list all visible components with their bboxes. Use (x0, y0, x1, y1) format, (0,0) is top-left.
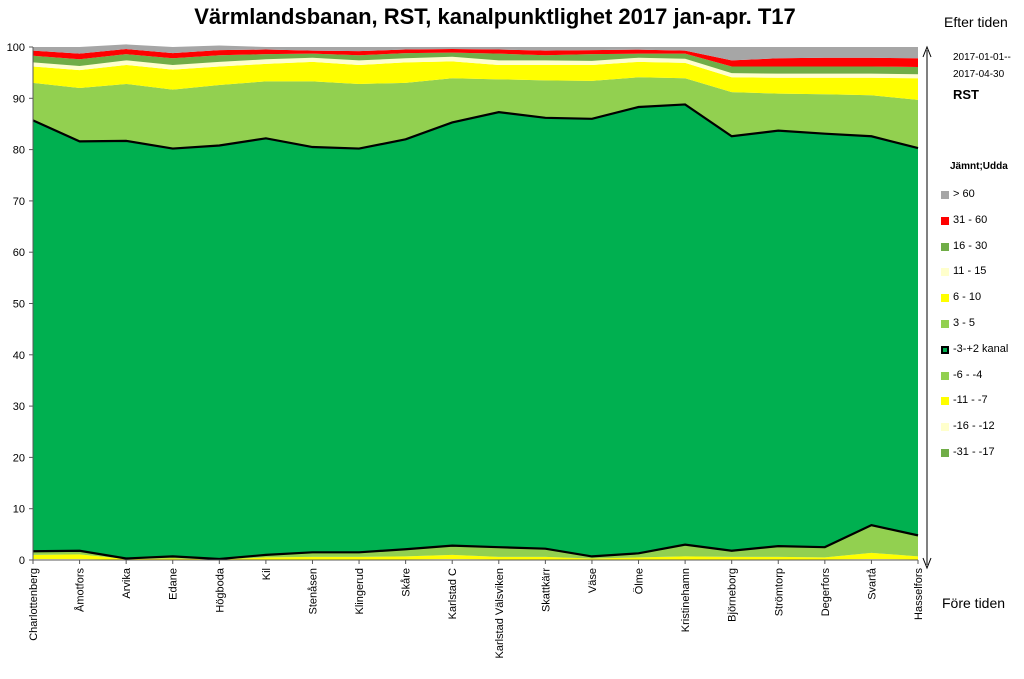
legend-swatch (941, 319, 949, 328)
x-tick-label: Björneborg (727, 568, 739, 622)
legend-swatch (941, 216, 949, 225)
legend-item: -3-+2 kanal (940, 339, 1024, 365)
area-series (33, 44, 918, 61)
area-series (33, 49, 918, 68)
legend-item: > 60 (940, 184, 1024, 210)
y-tick-label: 90 (13, 93, 25, 105)
y-tick-label: 60 (13, 247, 25, 259)
legend-label: 16 - 30 (953, 239, 988, 252)
legend-swatch (941, 423, 949, 432)
area-series (33, 56, 918, 79)
legend-swatch (941, 268, 949, 277)
legend-item: 31 - 60 (940, 210, 1024, 236)
area-series (33, 52, 918, 75)
x-tick-label: Charlottenberg (28, 568, 40, 641)
y-tick-label: 50 (13, 299, 25, 311)
legend-swatch (941, 345, 949, 354)
x-tick-label: Ölme (634, 568, 646, 594)
area-series (33, 552, 918, 560)
y-tick-label: 70 (13, 196, 25, 208)
arrow-up-icon (922, 45, 932, 58)
early-direction-label: Före tiden (942, 595, 1006, 611)
legend-swatch (941, 294, 949, 303)
x-tick-label: Skattkärr (540, 568, 552, 612)
late-direction-label: Efter tiden (944, 14, 1008, 30)
legend-label: -3-+2 kanal (953, 342, 1009, 355)
x-tick-label: Väse (587, 568, 599, 593)
x-tick-label: Stenåsen (307, 568, 319, 614)
band-outline (32, 103, 919, 150)
legend-item: 6 - 10 (940, 287, 1024, 313)
y-tick-label: 100 (7, 42, 25, 54)
legend-label: -6 - -4 (953, 368, 983, 381)
x-tick-label: Degerfors (820, 568, 832, 617)
legend-swatch (941, 371, 949, 380)
x-tick-label: Klingerud (354, 568, 366, 614)
area-series (33, 61, 918, 100)
y-tick-label: 10 (13, 504, 25, 516)
legend-label: -16 - -12 (953, 420, 995, 433)
x-tick-label: Edane (168, 568, 180, 600)
x-tick-label: Karlstad Välsviken (494, 568, 506, 659)
legend-label: 6 - 10 (953, 291, 982, 304)
y-tick-label: 80 (13, 145, 25, 157)
legend-swatch (941, 242, 949, 251)
period-start-label: 2017-01-01-- (953, 52, 1011, 63)
legend-label: -11 - -7 (953, 394, 988, 407)
legend-item: -16 - -12 (940, 416, 1024, 442)
y-tick-label: 30 (13, 401, 25, 413)
x-tick-label: Svartå (866, 567, 878, 600)
legend-item: -11 - -7 (940, 390, 1024, 416)
x-tick-label: Kristinehamn (680, 568, 692, 632)
legend-label: > 60 (953, 188, 975, 200)
area-series (33, 104, 918, 559)
x-tick-label: Högboda (214, 567, 226, 613)
x-tick-label: Karlstad C (447, 568, 459, 619)
y-tick-label: 20 (13, 452, 25, 464)
area-series (33, 77, 918, 149)
legend-item: -6 - -4 (940, 365, 1024, 391)
legend-label: 3 - 5 (953, 316, 976, 329)
period-end-label: 2017-04-30 (953, 69, 1005, 80)
y-tick-label: 0 (19, 555, 25, 567)
series-label: RST (953, 87, 979, 102)
chart-title: Värmlandsbanan, RST, kanalpunktlighet 20… (194, 4, 796, 29)
x-tick-label: Strömtorp (773, 568, 785, 616)
legend-swatch (941, 448, 949, 457)
legend-label: 11 - 15 (953, 265, 987, 278)
x-tick-label: Arvika (121, 567, 133, 598)
y-tick-label: 40 (13, 350, 25, 362)
legend-title: Jämnt;Udda (950, 161, 1008, 172)
band-outline (32, 523, 919, 561)
x-tick-label: Skåre (401, 568, 413, 597)
legend-item: 11 - 15 (940, 261, 1024, 287)
x-tick-label: Åmotfors (74, 568, 87, 613)
legend-item: -31 - -17 (940, 442, 1024, 468)
x-tick-label: Hasselfors (913, 568, 925, 620)
legend-label: 31 - 60 (953, 213, 988, 226)
legend-label: -31 - -17 (953, 445, 995, 458)
legend-swatch (941, 191, 949, 199)
x-tick-label: Kil (261, 568, 273, 580)
legend-item: 3 - 5 (940, 313, 1024, 339)
area-series (33, 525, 918, 560)
chart-legend: > 60 31 - 60 16 - 30 11 - 15 6 - 10 3 - … (940, 184, 1024, 468)
legend-swatch (941, 397, 949, 406)
arrow-down-icon (922, 557, 932, 570)
legend-item: 16 - 30 (940, 236, 1024, 262)
